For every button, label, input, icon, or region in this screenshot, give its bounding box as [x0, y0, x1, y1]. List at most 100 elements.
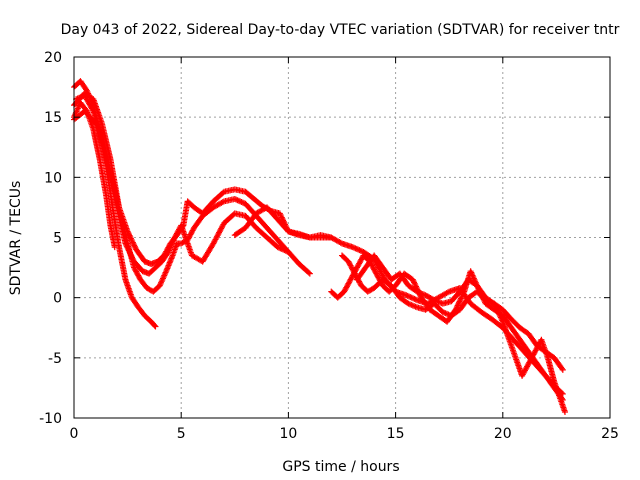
data-point [404, 292, 411, 299]
data-point [455, 301, 462, 308]
x-tick-label: 15 [387, 426, 405, 442]
data-point [559, 366, 566, 373]
series-5 [73, 92, 335, 267]
data-point [558, 365, 565, 372]
data-point [151, 322, 158, 329]
data-point [131, 242, 138, 249]
data-point [129, 239, 136, 246]
data-point [406, 293, 412, 300]
y-tick-label: 10 [44, 170, 62, 186]
data-point [281, 247, 288, 254]
data-point [357, 247, 364, 254]
y-tick-label: 0 [53, 291, 62, 307]
data-point [233, 196, 240, 203]
y-axis-label: SDTVAR / TECUs [8, 181, 24, 296]
data-point [129, 254, 136, 261]
data-point [126, 248, 133, 255]
data-point [561, 408, 568, 415]
data-point [412, 282, 419, 289]
x-tick-label: 20 [494, 426, 512, 442]
data-point [459, 292, 466, 299]
data-point [456, 298, 463, 305]
data-point [495, 309, 502, 316]
data-point [123, 241, 130, 248]
data-point [239, 199, 246, 206]
data-point [411, 295, 418, 302]
data-point [125, 231, 132, 238]
data-point [128, 236, 135, 243]
data-point [353, 245, 360, 252]
data-point [305, 269, 312, 276]
data-point [444, 289, 451, 296]
data-point [458, 294, 465, 301]
axis-ticks: 0 5 10 15 20 25 -10 -5 0 5 10 15 20 [39, 50, 619, 442]
data-point [179, 223, 186, 230]
data-point [497, 314, 504, 321]
data-point [123, 243, 130, 250]
y-tick-label: 5 [53, 231, 62, 247]
data-point [410, 278, 417, 285]
series-6 [231, 204, 566, 397]
chart-title: Day 043 of 2022, Sidereal Day-to-day VTE… [61, 22, 620, 38]
series-8 [339, 252, 568, 415]
data-point [89, 106, 96, 113]
data-point [220, 189, 227, 196]
data-point [410, 295, 417, 302]
data-point [355, 246, 362, 253]
data-point [127, 251, 134, 258]
data-point [499, 317, 506, 324]
data-point [231, 195, 238, 202]
data-point [238, 199, 245, 206]
data-point [127, 235, 134, 242]
data-point [276, 244, 283, 251]
data-point [496, 311, 503, 318]
data-point [407, 294, 414, 301]
data-point [130, 240, 137, 247]
data-points [71, 78, 568, 415]
data-point [278, 245, 285, 252]
data-point [278, 213, 285, 220]
data-point [459, 291, 466, 298]
data-point [284, 248, 291, 255]
data-point [409, 276, 416, 283]
data-point [457, 295, 464, 302]
data-point [495, 310, 502, 317]
data-point [129, 255, 136, 262]
data-point [282, 247, 289, 254]
y-tick-label: 15 [44, 110, 62, 126]
series-9 [354, 252, 566, 373]
x-axis-label: GPS time / hours [282, 459, 399, 475]
data-point [129, 238, 136, 245]
series-7 [328, 252, 566, 403]
data-point [126, 232, 133, 239]
data-point [219, 199, 226, 206]
data-point [111, 244, 118, 251]
data-point [306, 270, 313, 277]
data-point [403, 292, 410, 299]
x-tick-label: 10 [279, 426, 297, 442]
data-point [124, 244, 131, 251]
y-tick-label: -10 [39, 411, 62, 427]
data-point [124, 228, 131, 235]
data-point [152, 323, 159, 330]
data-point [352, 245, 359, 252]
data-point [457, 296, 464, 303]
grid [74, 57, 610, 418]
data-point [280, 246, 287, 253]
data-point [497, 313, 504, 320]
data-point [276, 210, 283, 217]
y-tick-label: -5 [48, 351, 62, 367]
data-point [498, 315, 505, 322]
data-point [278, 214, 285, 221]
data-point [127, 250, 134, 257]
y-tick-label: 20 [44, 50, 62, 66]
data-point [455, 299, 462, 306]
data-point [125, 246, 132, 253]
data-point [274, 244, 281, 251]
x-tick-label: 5 [177, 426, 186, 442]
data-point [408, 294, 415, 301]
data-point [349, 244, 356, 251]
data-point [351, 244, 358, 251]
data-point [412, 296, 419, 303]
